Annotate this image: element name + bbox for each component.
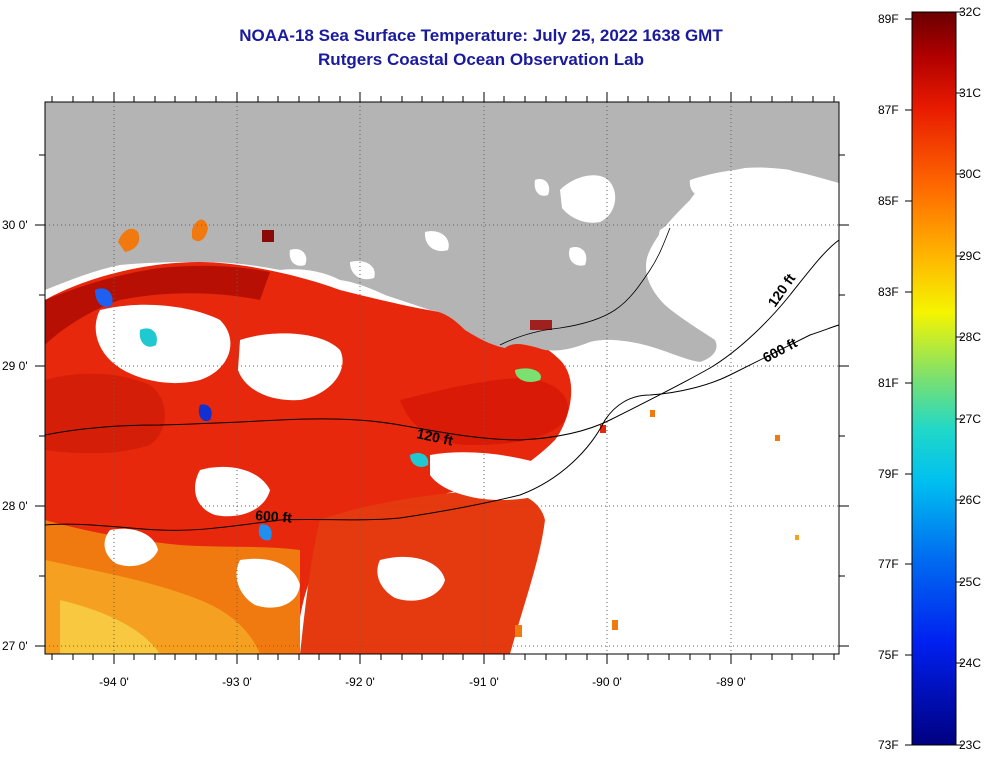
colorbar-label-c: 29C [959,249,981,263]
lon-label: -93 0' [222,675,252,689]
lon-label: -92 0' [345,675,375,689]
colorbar-label-c: 24C [959,656,981,670]
contour-label-120ft: 120 ft [415,425,454,448]
colorbar-label-c: 27C [959,412,981,426]
colorbar-label-f: 77F [878,557,899,571]
colorbar-label-c: 31C [959,86,981,100]
lat-label: 27 0' [2,639,28,653]
graticule [45,102,839,654]
colorbar-label-f: 83F [878,285,899,299]
colorbar-label-f: 81F [878,376,899,390]
contour-label-600ft: 600 ft [255,507,293,526]
colorbar-label-f: 79F [878,467,899,481]
colorbar-label-c: 23C [959,738,981,752]
colorbar-label-f: 85F [878,194,899,208]
colorbar-label-f: 73F [878,738,899,752]
colorbar-label-c: 26C [959,493,981,507]
colorbar-label-c: 25C [959,575,981,589]
colorbar: 89F 87F 85F 83F 81F 79F 77F 75F 73F 32C … [878,5,981,752]
map-subtitle: Rutgers Coastal Ocean Observation Lab [318,50,644,69]
lat-label: 30 0' [2,218,28,232]
colorbar-label-f: 89F [878,12,899,26]
lon-label: -91 0' [469,675,499,689]
map-title: NOAA-18 Sea Surface Temperature: July 25… [239,26,723,45]
axis-ticks [35,92,849,664]
lon-label: -89 0' [716,675,746,689]
contour-120ft [45,239,839,441]
colorbar-label-c: 32C [959,5,981,19]
colorbar-label-c: 30C [959,167,981,181]
lat-label: 29 0' [2,359,28,373]
colorbar-ticks [905,11,963,746]
colorbar-gradient [911,11,957,746]
colorbar-label-f: 75F [878,648,899,662]
colorbar-label-c: 28C [959,330,981,344]
colorbar-label-f: 87F [878,103,899,117]
lon-label: -90 0' [592,675,622,689]
contour-600ft [45,324,839,531]
lat-label: 28 0' [2,499,28,513]
map-frame [44,101,840,655]
lon-label: -94 0' [99,675,129,689]
land-mass [45,102,839,362]
